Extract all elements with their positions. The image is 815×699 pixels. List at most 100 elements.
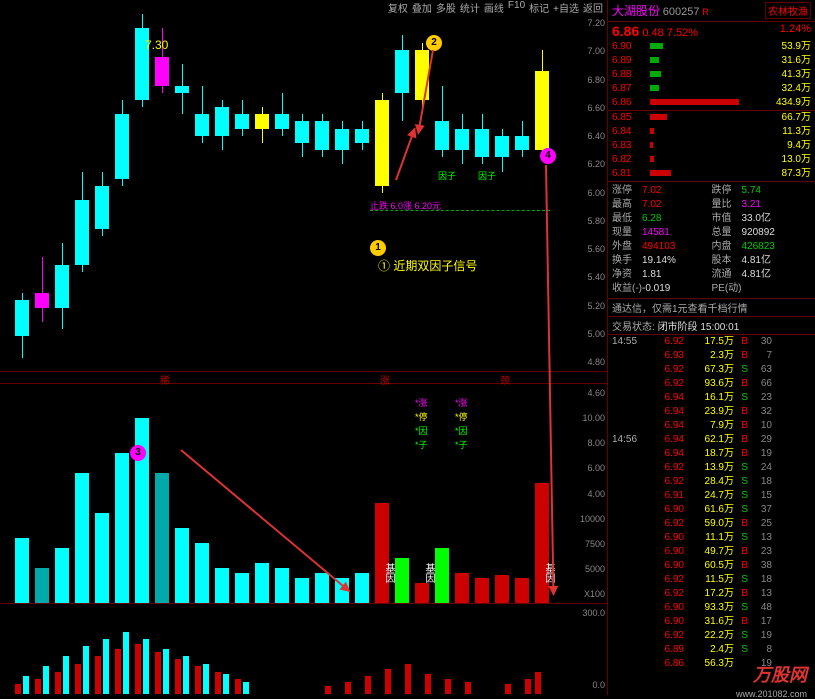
bids-row[interactable]: 6.839.4万 bbox=[608, 139, 815, 153]
candle[interactable] bbox=[215, 107, 229, 136]
toolbar-复权[interactable]: 复权 bbox=[388, 0, 408, 14]
tick-row[interactable]: 6.9259.0万B25 bbox=[608, 517, 815, 531]
volume-bar[interactable] bbox=[275, 568, 289, 603]
volume-bar[interactable] bbox=[515, 578, 529, 603]
volume-bar[interactable] bbox=[255, 563, 269, 603]
bids-row[interactable]: 6.8213.0万 bbox=[608, 153, 815, 167]
candle[interactable] bbox=[75, 200, 89, 264]
toolbar-叠加[interactable]: 叠加 bbox=[412, 0, 432, 14]
volume-bar[interactable] bbox=[435, 548, 449, 603]
tick-row[interactable]: 6.9049.7万B23 bbox=[608, 545, 815, 559]
tick-row[interactable]: 6.9423.9万B32 bbox=[608, 405, 815, 419]
volume-bar[interactable] bbox=[475, 578, 489, 603]
tick-row[interactable]: 6.9124.7万S15 bbox=[608, 489, 815, 503]
candle[interactable] bbox=[355, 129, 369, 143]
stock-name[interactable]: 大湖股份 bbox=[612, 4, 660, 18]
tick-row[interactable]: 14:556.9217.5万B30 bbox=[608, 335, 815, 349]
volume-bar[interactable] bbox=[315, 573, 329, 603]
sector-tag[interactable]: 农林牧渔 bbox=[765, 2, 811, 19]
notice[interactable]: 通达信，仅需1元查看千档行情 bbox=[608, 299, 815, 317]
candle[interactable] bbox=[15, 300, 29, 336]
toolbar-画线[interactable]: 画线 bbox=[484, 0, 504, 14]
tick-row[interactable]: 6.947.9万B10 bbox=[608, 419, 815, 433]
tick-row[interactable]: 6.9093.3万S48 bbox=[608, 601, 815, 615]
volume-bar[interactable] bbox=[55, 548, 69, 603]
candle[interactable] bbox=[155, 57, 169, 86]
tick-row[interactable]: 6.9267.3万S63 bbox=[608, 363, 815, 377]
candle[interactable] bbox=[275, 114, 289, 128]
volume-bar[interactable] bbox=[355, 573, 369, 603]
tick-row[interactable]: 6.9061.6万S37 bbox=[608, 503, 815, 517]
volume-bar[interactable] bbox=[115, 453, 129, 603]
tick-row[interactable]: 6.892.4万S8 bbox=[608, 643, 815, 657]
bids-row[interactable]: 6.8187.3万 bbox=[608, 167, 815, 181]
volume-bar[interactable] bbox=[95, 513, 109, 603]
tick-row[interactable]: 6.9418.7万B19 bbox=[608, 447, 815, 461]
candle[interactable] bbox=[295, 121, 309, 142]
tick-row[interactable]: 6.9031.6万B17 bbox=[608, 615, 815, 629]
toolbar-F10[interactable]: F10 bbox=[508, 0, 525, 14]
tick-row[interactable]: 6.9416.1万S23 bbox=[608, 391, 815, 405]
main-chart[interactable]: 7.207.006.806.606.406.206.005.805.605.40… bbox=[0, 14, 607, 372]
candle[interactable] bbox=[115, 114, 129, 178]
candle[interactable] bbox=[475, 129, 489, 158]
asks-row[interactable]: 6.86434.9万 bbox=[608, 96, 815, 110]
tick-row[interactable]: 6.9211.5万S18 bbox=[608, 573, 815, 587]
bids-row[interactable]: 6.8566.7万 bbox=[608, 111, 815, 125]
toolbar-统计[interactable]: 统计 bbox=[460, 0, 480, 14]
toolbar-多股[interactable]: 多股 bbox=[436, 0, 456, 14]
volume-bar[interactable] bbox=[295, 578, 309, 603]
tick-row[interactable]: 14:566.9462.1万B29 bbox=[608, 433, 815, 447]
candle[interactable] bbox=[315, 121, 329, 150]
volume-bar[interactable] bbox=[75, 473, 89, 603]
candle[interactable] bbox=[395, 50, 409, 93]
candle[interactable] bbox=[515, 136, 529, 150]
toolbar-返回[interactable]: 返回 bbox=[583, 0, 603, 14]
tick-row[interactable]: 6.9228.4万S18 bbox=[608, 475, 815, 489]
asks-row[interactable]: 6.8841.3万 bbox=[608, 68, 815, 82]
volume-bar[interactable] bbox=[195, 543, 209, 603]
volume-bar[interactable] bbox=[455, 573, 469, 603]
candle[interactable] bbox=[55, 265, 69, 308]
indicator-bar bbox=[175, 659, 181, 694]
volume-bar[interactable] bbox=[535, 483, 549, 603]
tick-row[interactable]: 6.9293.6万B66 bbox=[608, 377, 815, 391]
tick-row[interactable]: 6.9060.5万B38 bbox=[608, 559, 815, 573]
tick-row[interactable]: 6.9011.1万S13 bbox=[608, 531, 815, 545]
candle[interactable] bbox=[35, 293, 49, 307]
volume-bar[interactable] bbox=[415, 583, 429, 603]
asks-row[interactable]: 6.8931.6万 bbox=[608, 54, 815, 68]
candle[interactable] bbox=[435, 121, 449, 150]
volume-bar[interactable] bbox=[215, 568, 229, 603]
volume-bar[interactable] bbox=[495, 575, 509, 603]
volume-bar[interactable] bbox=[235, 573, 249, 603]
tick-row[interactable]: 6.9217.2万B13 bbox=[608, 587, 815, 601]
candle[interactable] bbox=[95, 186, 109, 229]
candle[interactable] bbox=[335, 129, 349, 150]
candle[interactable] bbox=[375, 100, 389, 186]
tick-row[interactable]: 6.9213.9万S24 bbox=[608, 461, 815, 475]
toolbar-+自选[interactable]: +自选 bbox=[553, 0, 579, 14]
volume-bar[interactable] bbox=[175, 528, 189, 603]
bids-row[interactable]: 6.8411.3万 bbox=[608, 125, 815, 139]
candle[interactable] bbox=[235, 114, 249, 128]
tick-row[interactable]: 6.932.3万B7 bbox=[608, 349, 815, 363]
volume-bar[interactable] bbox=[395, 558, 409, 603]
volume-bar[interactable] bbox=[15, 538, 29, 603]
candle[interactable] bbox=[175, 86, 189, 93]
volume-bar[interactable] bbox=[155, 473, 169, 603]
candle[interactable] bbox=[195, 114, 209, 135]
volume-bar[interactable] bbox=[375, 503, 389, 603]
asks-row[interactable]: 6.9053.9万 bbox=[608, 40, 815, 54]
candle[interactable] bbox=[495, 136, 509, 157]
candle[interactable] bbox=[455, 129, 469, 150]
candle[interactable] bbox=[255, 114, 269, 128]
indicator-bar bbox=[63, 656, 69, 694]
volume-chart[interactable]: *涨*停*因*子*涨*停*因*子基因基因基因 4.6010.008.006.00… bbox=[0, 384, 607, 604]
toolbar-标记[interactable]: 标记 bbox=[529, 0, 549, 14]
volume-bar[interactable] bbox=[35, 568, 49, 603]
indicator-chart[interactable]: 300.00.0 bbox=[0, 604, 607, 694]
tick-row[interactable]: 6.9222.2万S19 bbox=[608, 629, 815, 643]
asks-row[interactable]: 6.8732.4万 bbox=[608, 82, 815, 96]
candle[interactable] bbox=[535, 71, 549, 150]
